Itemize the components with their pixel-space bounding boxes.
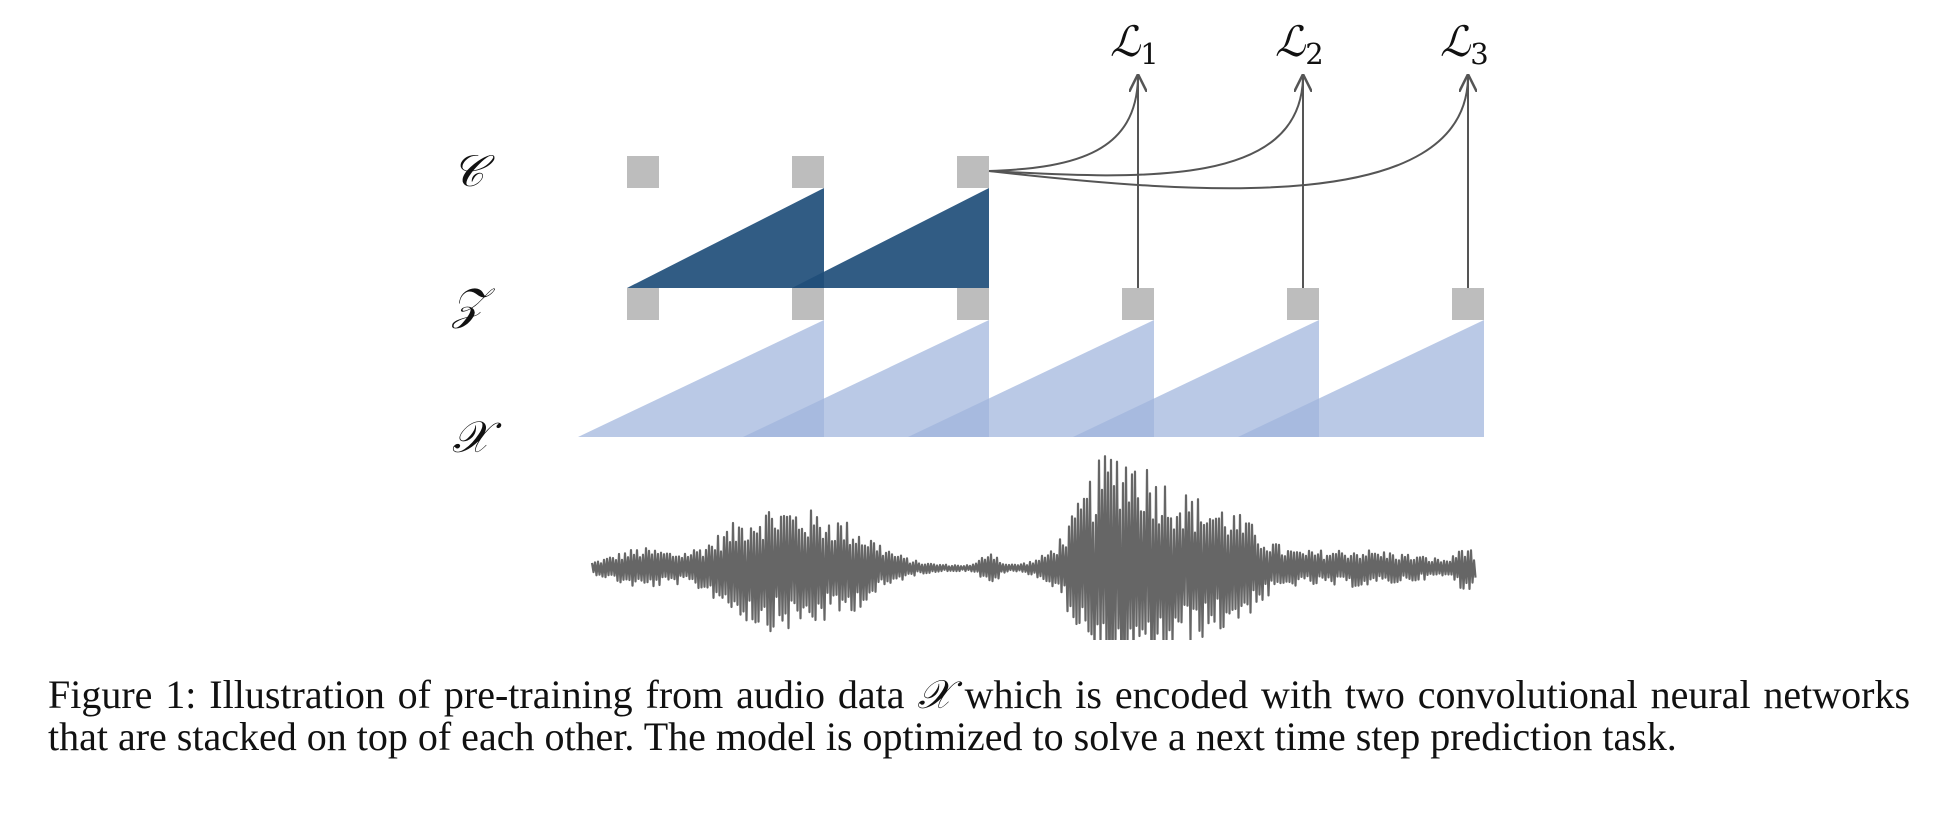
context-node-1 bbox=[627, 156, 659, 188]
context-nodes bbox=[627, 156, 989, 188]
encoder-receptive-field-4 bbox=[1073, 320, 1319, 437]
latent-node-2 bbox=[792, 288, 824, 320]
loss-label-2: ℒ2 bbox=[1275, 17, 1324, 71]
encoder-receptive-field-2 bbox=[743, 320, 989, 437]
encoder-receptive-field-1 bbox=[578, 320, 824, 437]
loss-labels: ℒ1 ℒ2 ℒ3 bbox=[1110, 17, 1489, 71]
audio-waveform bbox=[590, 455, 1477, 640]
context-network bbox=[627, 188, 989, 288]
context-to-loss-2-curve bbox=[988, 77, 1304, 177]
caption-text-after: which is encoded with two convolutional … bbox=[48, 672, 1911, 759]
loss-connectors bbox=[988, 76, 1469, 288]
input-row-label: 𝒳 bbox=[452, 412, 502, 463]
latent-row-label: 𝒵 bbox=[451, 279, 496, 330]
loss-label-1: ℒ1 bbox=[1110, 17, 1159, 71]
context-receptive-field-2 bbox=[792, 188, 989, 288]
latent-nodes bbox=[627, 288, 1484, 320]
figure-caption: Figure 1: Illustration of pre-training f… bbox=[48, 674, 1910, 757]
context-row-label: 𝒞 bbox=[452, 146, 495, 197]
loss-label-3: ℒ3 bbox=[1440, 17, 1489, 71]
encoder-receptive-field-5 bbox=[1238, 320, 1484, 437]
latent-node-1 bbox=[627, 288, 659, 320]
context-node-3 bbox=[957, 156, 989, 188]
caption-label: Figure 1: bbox=[48, 672, 197, 717]
context-node-2 bbox=[792, 156, 824, 188]
pretraining-diagram: 𝒞 𝒵 𝒳 ℒ1 ℒ2 ℒ3 bbox=[451, 17, 1489, 640]
encoder-network bbox=[578, 320, 1484, 437]
latent-node-3 bbox=[957, 288, 989, 320]
caption-text-before: Illustration of pre-training from audio … bbox=[209, 672, 905, 717]
latent-node-6 bbox=[1452, 288, 1484, 320]
context-to-loss-3-curve bbox=[988, 77, 1469, 190]
latent-node-4 bbox=[1122, 288, 1154, 320]
latent-node-5 bbox=[1287, 288, 1319, 320]
context-receptive-field-1 bbox=[627, 188, 824, 288]
encoder-receptive-field-3 bbox=[908, 320, 1154, 437]
caption-symbol: 𝒳 bbox=[917, 672, 952, 718]
context-to-loss-1-curve bbox=[988, 77, 1139, 172]
